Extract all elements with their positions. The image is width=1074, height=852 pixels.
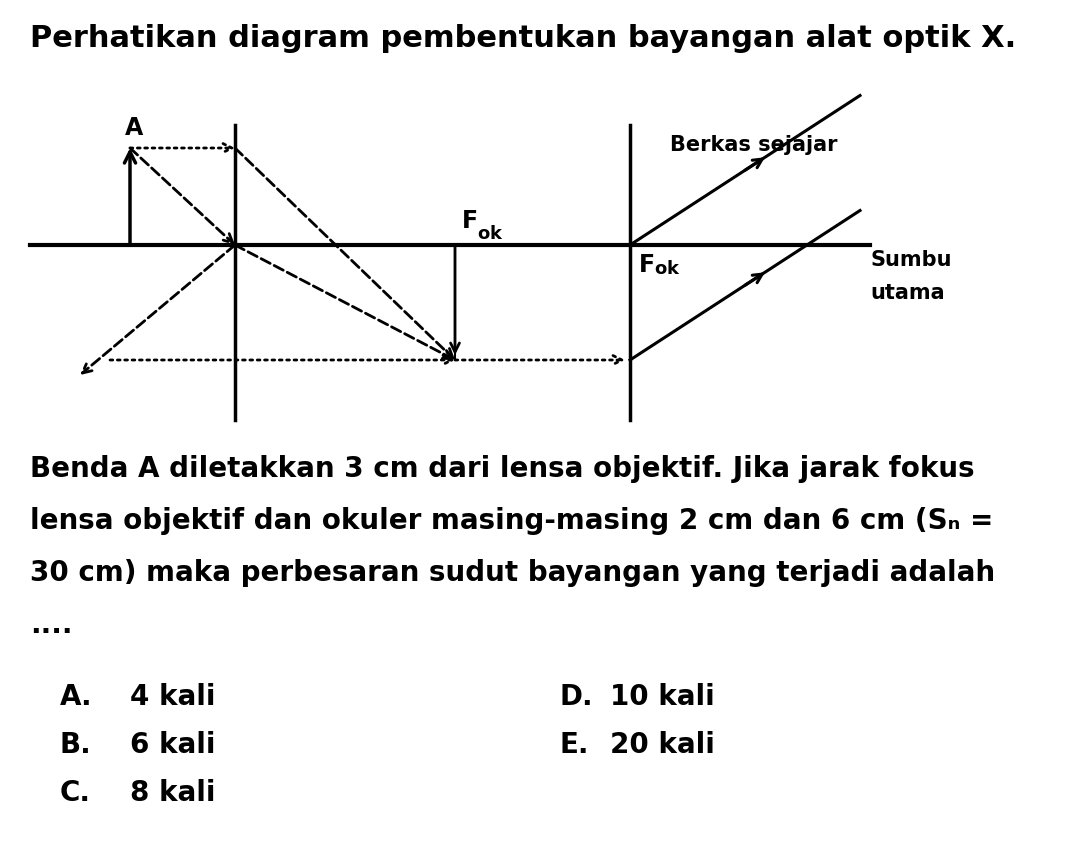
Text: 8 kali: 8 kali	[130, 779, 216, 807]
Text: Sumbu: Sumbu	[870, 250, 952, 270]
Text: Benda A diletakkan 3 cm dari lensa objektif. Jika jarak fokus: Benda A diletakkan 3 cm dari lensa objek…	[30, 455, 974, 483]
Text: lensa objektif dan okuler masing-masing 2 cm dan 6 cm (Sₙ =: lensa objektif dan okuler masing-masing …	[30, 507, 993, 535]
Text: D.: D.	[560, 683, 594, 711]
Text: $\mathbf{F}$: $\mathbf{F}$	[461, 209, 477, 233]
Text: utama: utama	[870, 283, 945, 303]
Text: 20 kali: 20 kali	[610, 731, 715, 759]
Text: ....: ....	[30, 611, 73, 639]
Text: 10 kali: 10 kali	[610, 683, 715, 711]
Text: Perhatikan diagram pembentukan bayangan alat optik X.: Perhatikan diagram pembentukan bayangan …	[30, 24, 1016, 53]
Text: 30 cm) maka perbesaran sudut bayangan yang terjadi adalah: 30 cm) maka perbesaran sudut bayangan ya…	[30, 559, 996, 587]
Text: 4 kali: 4 kali	[130, 683, 216, 711]
Text: 6 kali: 6 kali	[130, 731, 216, 759]
Text: B.: B.	[60, 731, 91, 759]
Text: A: A	[125, 116, 143, 140]
Text: A.: A.	[60, 683, 92, 711]
Text: $\mathbf{ok}$: $\mathbf{ok}$	[477, 225, 504, 243]
Text: $\mathbf{F}$: $\mathbf{F}$	[638, 253, 654, 277]
Text: C.: C.	[60, 779, 91, 807]
Text: E.: E.	[560, 731, 590, 759]
Text: $\mathbf{ok}$: $\mathbf{ok}$	[654, 260, 681, 278]
Text: Berkas sejajar: Berkas sejajar	[670, 135, 838, 155]
